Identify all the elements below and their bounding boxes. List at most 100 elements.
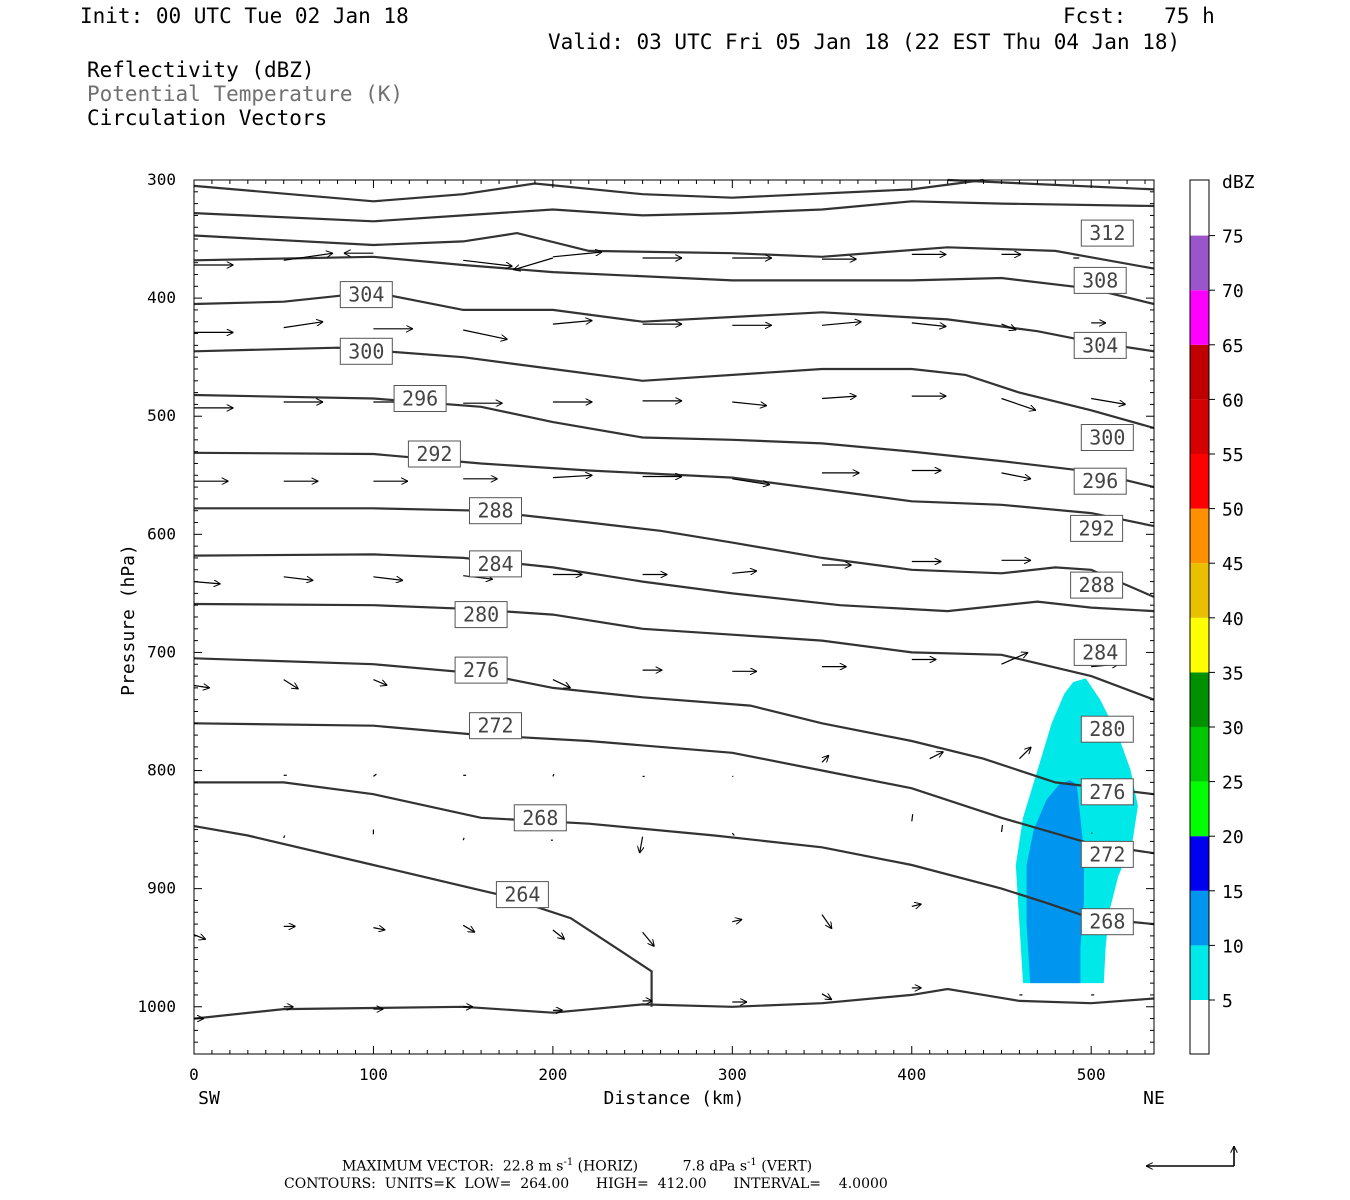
contour-label-280: 280 [1089, 717, 1125, 741]
circulation-vector [911, 904, 922, 906]
theta-contour-288 [194, 507, 1155, 598]
field-circulation-vectors: Circulation Vectors [87, 106, 328, 130]
circulation-vector [463, 329, 507, 339]
contour-label-box [454, 656, 508, 684]
circulation-vector [1001, 397, 1037, 411]
circulation-vector [911, 323, 947, 327]
colorbar-label-15: 15 [1222, 882, 1244, 903]
x-axis-label: Distance (km) [604, 1088, 745, 1109]
circulation-vector [929, 751, 944, 760]
contour-label-box [1080, 778, 1134, 806]
circulation-vector [640, 836, 643, 854]
reference-vector-icon [1146, 1146, 1234, 1166]
theta-contour-280 [193, 602, 1155, 701]
circulation-vector [462, 837, 465, 841]
contour-labels: 264 268 272 276 280 284 288 292 296 300 304 312 308 3… [339, 219, 1134, 936]
contour-label-268: 268 [1089, 910, 1125, 934]
contour-label-288: 288 [477, 499, 513, 523]
contour-label-box [339, 337, 393, 365]
circulation-vector [463, 259, 512, 266]
colorbar-label-30: 30 [1222, 718, 1244, 739]
max-vector-label: MAXIMUM VECTOR: [342, 1158, 494, 1175]
circulation-vector [283, 679, 299, 689]
circulation-vector [373, 773, 377, 777]
contour-label-box [495, 881, 549, 909]
contour-label-288: 288 [1079, 573, 1115, 597]
circulation-vector [732, 402, 767, 406]
axis-ticks: 0 100 200 300 400 500 300 400 500 600 700 800 900 100… [137, 170, 1154, 1084]
circulation-vector [642, 931, 655, 946]
contour-label-268: 268 [522, 806, 558, 830]
contour-label-box [1080, 715, 1134, 743]
max-vert-unit: (VERT) [761, 1158, 813, 1175]
valid-time: Valid: 03 UTC Fri 05 Jan 18 (22 EST Thu … [548, 30, 1181, 54]
reflectivity-10dbz [1026, 780, 1084, 984]
contour-label-box [1073, 638, 1127, 666]
x-tick-label: 200 [538, 1065, 567, 1084]
circulation-vector [1001, 652, 1029, 665]
circulation-vector [1001, 323, 1017, 330]
contour-label-284: 284 [1082, 640, 1118, 664]
theta-contours [193, 178, 1155, 1020]
y-tick-label: 300 [147, 170, 176, 189]
contour-label-box [1080, 424, 1134, 451]
x-tick-label: 100 [359, 1065, 388, 1084]
contour-label-264: 264 [504, 883, 540, 907]
colorbar-label-75: 75 [1222, 227, 1244, 248]
contour-label-284: 284 [477, 552, 513, 576]
contour-label-box [513, 804, 567, 832]
circulation-vector [552, 252, 602, 258]
max-vert-value: 7.8 dPa s [682, 1158, 748, 1175]
circulation-vector [732, 571, 757, 573]
theta-contour-284 [193, 553, 1155, 613]
forecast-hour: Fcst: 75 h [1063, 4, 1215, 28]
contour-label-box [1070, 571, 1124, 599]
circulation-vector [552, 679, 571, 688]
colorbar-swatch-50 [1190, 454, 1209, 509]
contour-label-300: 300 [1089, 426, 1125, 450]
circulation-vector [821, 914, 832, 929]
circulation-vector [1091, 397, 1126, 405]
theta-contour-272 [193, 722, 1155, 855]
theta-contour-296 [193, 393, 1155, 489]
contour-label-292: 292 [1079, 516, 1115, 540]
colorbar-label-45: 45 [1222, 554, 1244, 575]
x-tick-label: 400 [897, 1065, 926, 1084]
contour-label-312: 312 [1089, 221, 1125, 245]
colorbar: 5 10 15 20 25 30 35 40 45 50 55 60 65 70 75 dBZ [1189, 172, 1255, 1055]
contour-label-296: 296 [402, 387, 438, 411]
circulation-vector [732, 919, 742, 921]
theta-contour-268 [194, 781, 1155, 926]
contour-label-304: 304 [1082, 333, 1118, 357]
theta-contour-extra-16 [193, 987, 1155, 1020]
contour-label-box [1073, 266, 1127, 294]
colorbar-label-35: 35 [1222, 663, 1244, 684]
contour-label-box [1080, 908, 1134, 936]
y-tick-label: 500 [147, 406, 176, 425]
colorbar-swatch-55 [1190, 399, 1209, 454]
circulation-vector [462, 924, 475, 932]
contour-label-box [469, 712, 522, 740]
contour-label-308: 308 [1082, 268, 1118, 292]
contour-label-box [393, 385, 447, 412]
colorbar-swatch-35 [1190, 617, 1209, 673]
y-tick-label: 1000 [137, 997, 176, 1016]
circulation-vector [821, 322, 862, 326]
colorbar-label-65: 65 [1222, 336, 1244, 357]
contour-label-box [1073, 467, 1127, 495]
colorbar-label-60: 60 [1222, 390, 1244, 411]
contour-label-box [454, 601, 508, 629]
theta-contour-extra-13 [193, 200, 1155, 223]
colorbar-swatch-70 [1190, 235, 1209, 291]
circulation-vector [373, 577, 403, 581]
circulation-vector [193, 582, 221, 584]
circulation-vector [283, 322, 324, 329]
contour-label-box [339, 281, 393, 309]
contours-line: CONTOURS: UNITS=K LOW= 264.00 HIGH= 412.… [284, 1176, 888, 1192]
circulation-vector [373, 928, 385, 930]
theta-contour-264 [193, 825, 653, 1007]
max-vector-line: MAXIMUM VECTOR: 22.8 m s-1 (HORIZ) 7.8 d… [342, 1157, 813, 1175]
circulation-vector [1018, 747, 1031, 760]
y-tick-label: 900 [147, 879, 176, 898]
